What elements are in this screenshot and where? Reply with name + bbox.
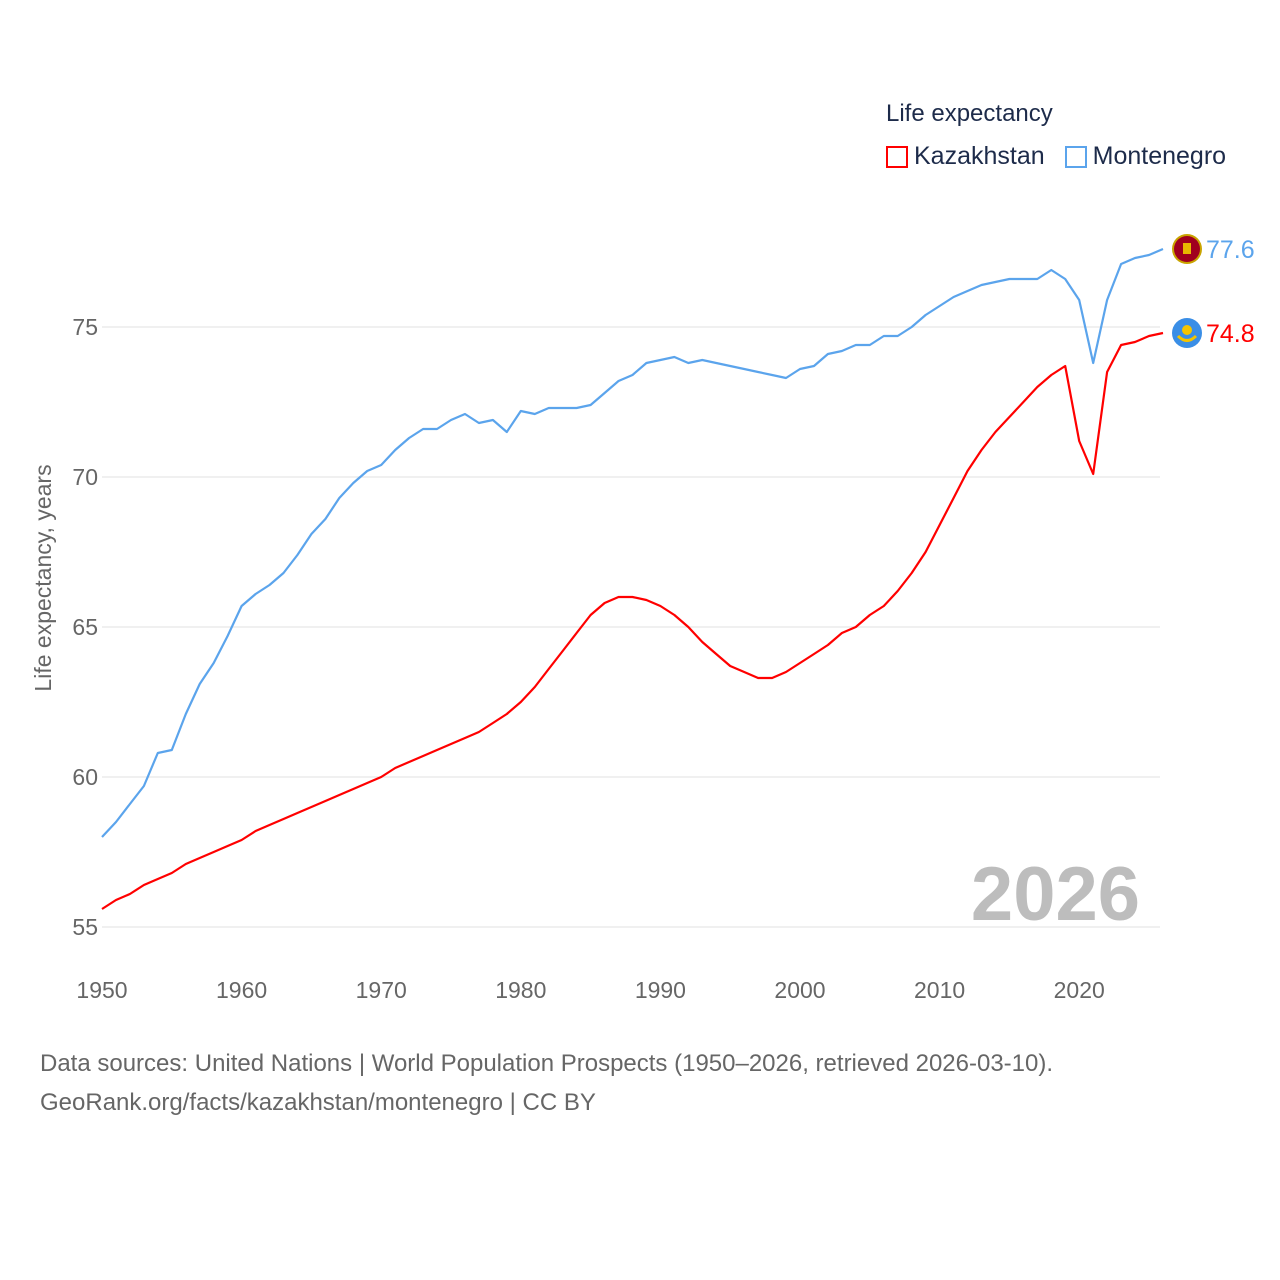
y-tick-label: 70 — [72, 464, 98, 490]
x-tick-label: 2010 — [914, 977, 965, 1003]
end-markers: 74.8 77.6 — [1172, 234, 1255, 348]
y-tick-label: 60 — [72, 764, 98, 790]
legend-swatch-kazakhstan — [886, 145, 908, 168]
x-tick-label: 1960 — [216, 977, 267, 1003]
y-tick-label: 75 — [72, 314, 98, 340]
flag-sun — [1182, 325, 1192, 335]
flag-emblem — [1183, 243, 1191, 254]
legend-title: Life expectancy — [886, 100, 1053, 127]
legend-swatch-montenegro — [1064, 145, 1087, 168]
x-tick-label: 1950 — [76, 977, 127, 1003]
series-line-kazakhstan — [101, 331, 1164, 910]
gridlines — [102, 326, 1160, 928]
legend: Kazakhstan Montenegro — [886, 142, 1226, 171]
legend-label: Kazakhstan — [914, 142, 1045, 170]
source-line-1: Data sources: United Nations | World Pop… — [40, 1050, 1054, 1077]
x-tick-label: 1970 — [356, 977, 407, 1003]
legend-label: Montenegro — [1092, 142, 1227, 170]
series-line-montenegro — [101, 247, 1164, 838]
x-tick-label: 2000 — [774, 977, 825, 1003]
legend-item-kazakhstan[interactable]: Kazakhstan — [886, 142, 1045, 171]
y-tick-label: 65 — [72, 614, 98, 640]
series-lines — [101, 247, 1164, 910]
x-tick-label: 2020 — [1054, 977, 1105, 1003]
legend-item-montenegro[interactable]: Montenegro — [1064, 142, 1227, 171]
y-tick-labels: 55 60 65 70 75 — [72, 314, 98, 940]
year-watermark: 2026 — [971, 852, 1140, 937]
end-value-label: 74.8 — [1206, 320, 1255, 348]
end-value-label: 77.6 — [1206, 236, 1255, 264]
source-line-2[interactable]: GeoRank.org/facts/kazakhstan/montenegro … — [40, 1089, 596, 1116]
montenegro-flag-icon — [1172, 234, 1202, 264]
y-tick-label: 55 — [72, 914, 98, 940]
x-tick-label: 1980 — [495, 977, 546, 1003]
kazakhstan-flag-icon — [1172, 318, 1202, 348]
source-note: Data sources: United Nations | World Pop… — [40, 1044, 1053, 1122]
x-tick-label: 1990 — [635, 977, 686, 1003]
y-axis-label: Life expectancy, years — [30, 464, 56, 691]
flag-eagle — [1176, 334, 1198, 342]
x-tick-labels: 1950 1960 1970 1980 1990 2000 2010 2020 — [76, 977, 1104, 1003]
